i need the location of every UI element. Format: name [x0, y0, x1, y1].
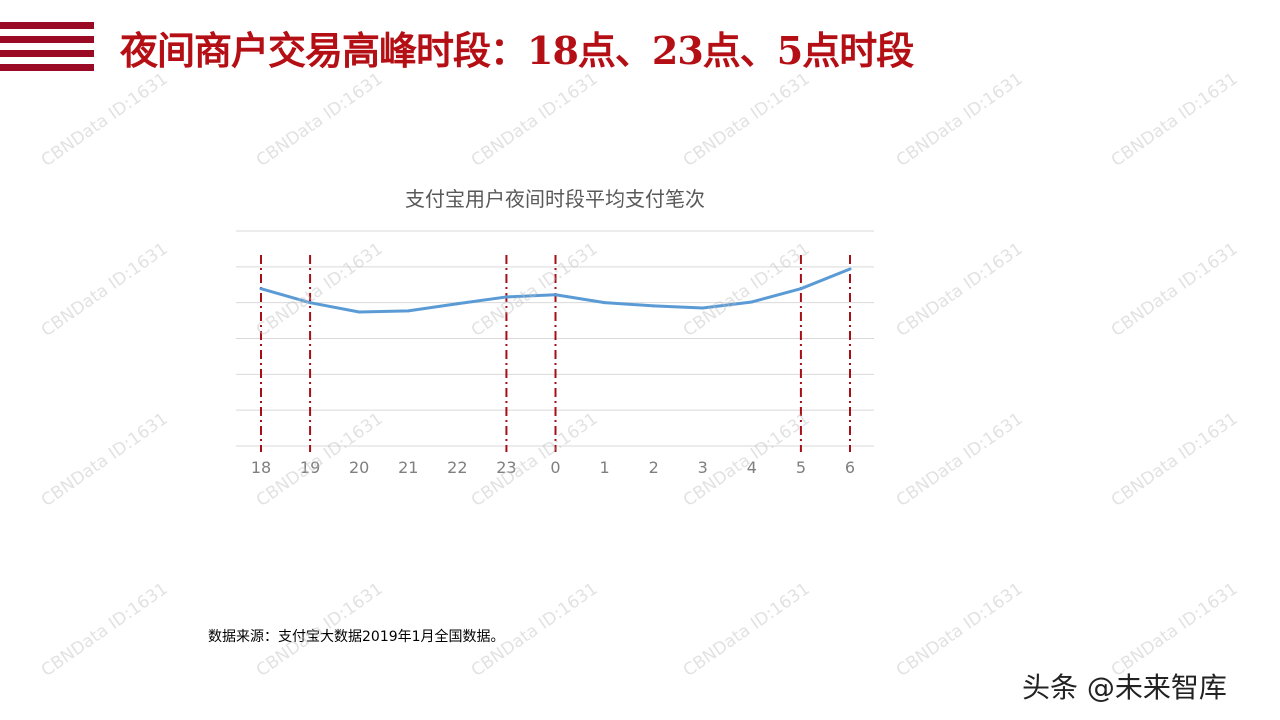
data-point [504, 295, 508, 299]
x-tick-label: 1 [599, 458, 609, 477]
x-tick-label: 3 [698, 458, 708, 477]
source-note: 数据来源：支付宝大数据2019年1月全国数据。 [208, 629, 505, 645]
x-tick-label: 19 [300, 458, 320, 477]
x-tick-label: 20 [349, 458, 369, 477]
brand-watermark: 头条 @未来智库 [1022, 671, 1227, 704]
x-tick-label: 2 [649, 458, 659, 477]
data-point [848, 267, 852, 271]
x-tick-label: 4 [747, 458, 757, 477]
data-point [406, 309, 410, 313]
title-decoration [0, 22, 94, 78]
x-tick-label: 18 [251, 458, 271, 477]
data-point [357, 310, 361, 314]
x-tick-label: 5 [796, 458, 806, 477]
data-point [455, 302, 459, 306]
data-point [750, 300, 754, 304]
x-tick-label: 6 [845, 458, 855, 477]
data-point [701, 306, 705, 310]
data-point [308, 301, 312, 305]
x-tick-label: 23 [496, 458, 516, 477]
data-point [603, 301, 607, 305]
data-point [259, 287, 263, 291]
x-tick-label: 22 [447, 458, 467, 477]
data-point [554, 293, 557, 297]
chart-title: 支付宝用户夜间时段平均支付笔次 [405, 187, 705, 211]
x-tick-label: 21 [398, 458, 418, 477]
x-tick-label: 0 [550, 458, 560, 477]
data-point [652, 304, 656, 308]
page-title: 夜间商户交易高峰时段：18点、23点、5点时段 [120, 28, 914, 73]
data-point [799, 287, 803, 291]
